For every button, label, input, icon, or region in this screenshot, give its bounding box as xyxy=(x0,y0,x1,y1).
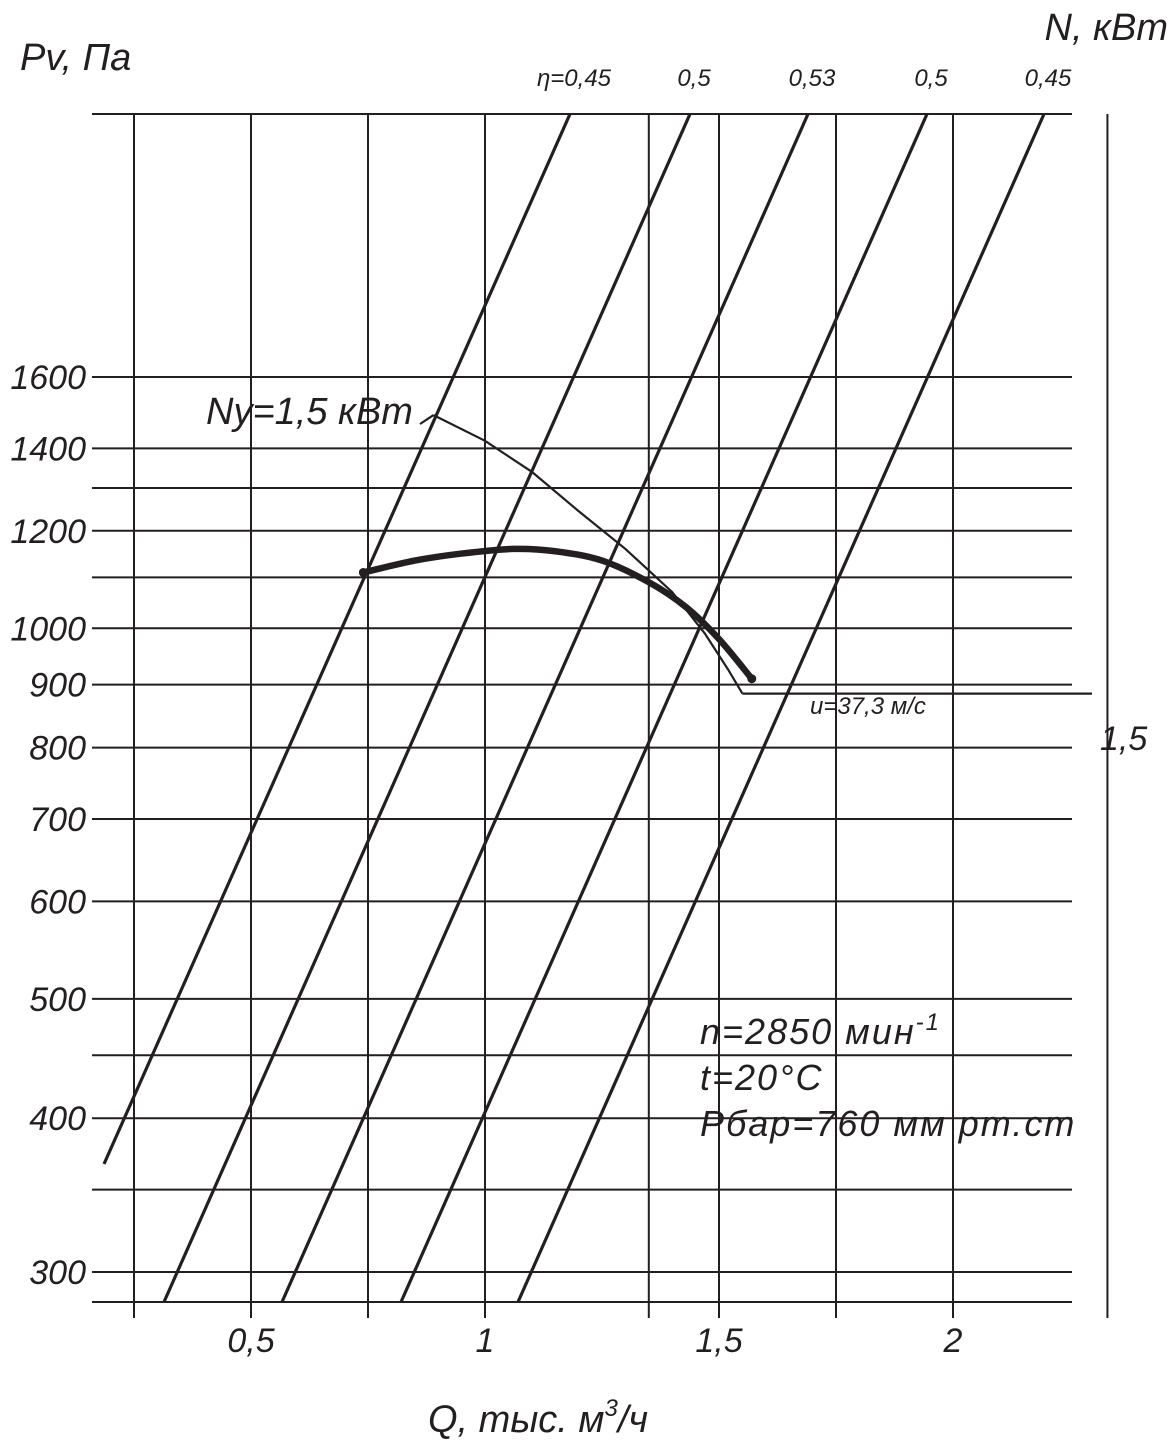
efficiency-line xyxy=(162,113,692,1303)
power-curve xyxy=(433,414,744,695)
note-temperature: t=20°C xyxy=(700,1057,823,1098)
pressure-curve-endpoint xyxy=(358,567,368,577)
y-tick-label: 1600 xyxy=(10,359,86,397)
x-tick-label: 1,5 xyxy=(695,1322,742,1360)
x-tick-label: 2 xyxy=(943,1322,963,1360)
x-axis-title-sup: 3 xyxy=(604,1395,618,1422)
y-tick-label: 900 xyxy=(29,667,86,705)
y-tick-label: 1400 xyxy=(10,430,86,468)
note-speed-sup: -1 xyxy=(916,1009,941,1036)
y-tick-label: 400 xyxy=(29,1100,86,1138)
efficiency-line xyxy=(102,113,572,1165)
right-axis-title: N, кВт xyxy=(1045,7,1169,49)
efficiency-label: η=0,45 xyxy=(537,65,612,92)
note-speed: n=2850 мин-1 xyxy=(700,1009,941,1052)
y-tick-label: 500 xyxy=(29,981,86,1019)
note-speed-text: n=2850 мин xyxy=(700,1011,916,1052)
efficiency-label: 0,5 xyxy=(914,65,948,92)
x-tick-label: 0,5 xyxy=(227,1322,274,1360)
efficiency-lines: η=0,45 0,5 0,53 0,5 0,45 xyxy=(102,65,1072,1303)
power-curve-label: Ny=1,5 кВт xyxy=(206,391,413,433)
x-tick-label: 1 xyxy=(476,1322,495,1360)
y-axis-title: Pv, Па xyxy=(20,37,131,79)
efficiency-label: 0,5 xyxy=(677,65,711,92)
x-axis-title-main: Q, тыс. м xyxy=(428,1399,604,1441)
y-tick-label: 1000 xyxy=(10,610,86,648)
note-pressure: Pбар=760 мм рт.ст xyxy=(700,1103,1076,1144)
efficiency-label: 0,45 xyxy=(1025,65,1072,92)
pressure-curve-endpoint xyxy=(747,674,757,684)
x-axis-title: Q, тыс. м3/ч xyxy=(428,1395,648,1441)
y-tick-label: 800 xyxy=(29,730,86,768)
y-tick-label: 1200 xyxy=(10,513,86,551)
grid-layer: 1600 1400 1200 1000 900 800 700 600 500 400 300 0,5… xyxy=(10,113,1109,1360)
endpoint-label: u=37,3 м/с xyxy=(810,693,926,720)
power-label-leader xyxy=(419,414,435,425)
curves-layer xyxy=(358,414,1092,695)
efficiency-line xyxy=(516,113,1046,1303)
efficiency-line xyxy=(399,113,929,1303)
efficiency-line xyxy=(280,113,810,1303)
y-tick-label: 600 xyxy=(29,883,86,921)
y-tick-label: 700 xyxy=(29,801,86,839)
labels-layer: Pv, Па N, кВт Q, тыс. м3/ч Ny=1,5 кВт u=… xyxy=(20,7,1168,1441)
power-leader-value: 1,5 xyxy=(1100,720,1147,758)
pressure-curve xyxy=(360,545,756,682)
y-tick-label: 300 xyxy=(29,1254,86,1292)
x-axis-title-tail: /ч xyxy=(615,1399,648,1441)
efficiency-label: 0,53 xyxy=(789,65,836,92)
